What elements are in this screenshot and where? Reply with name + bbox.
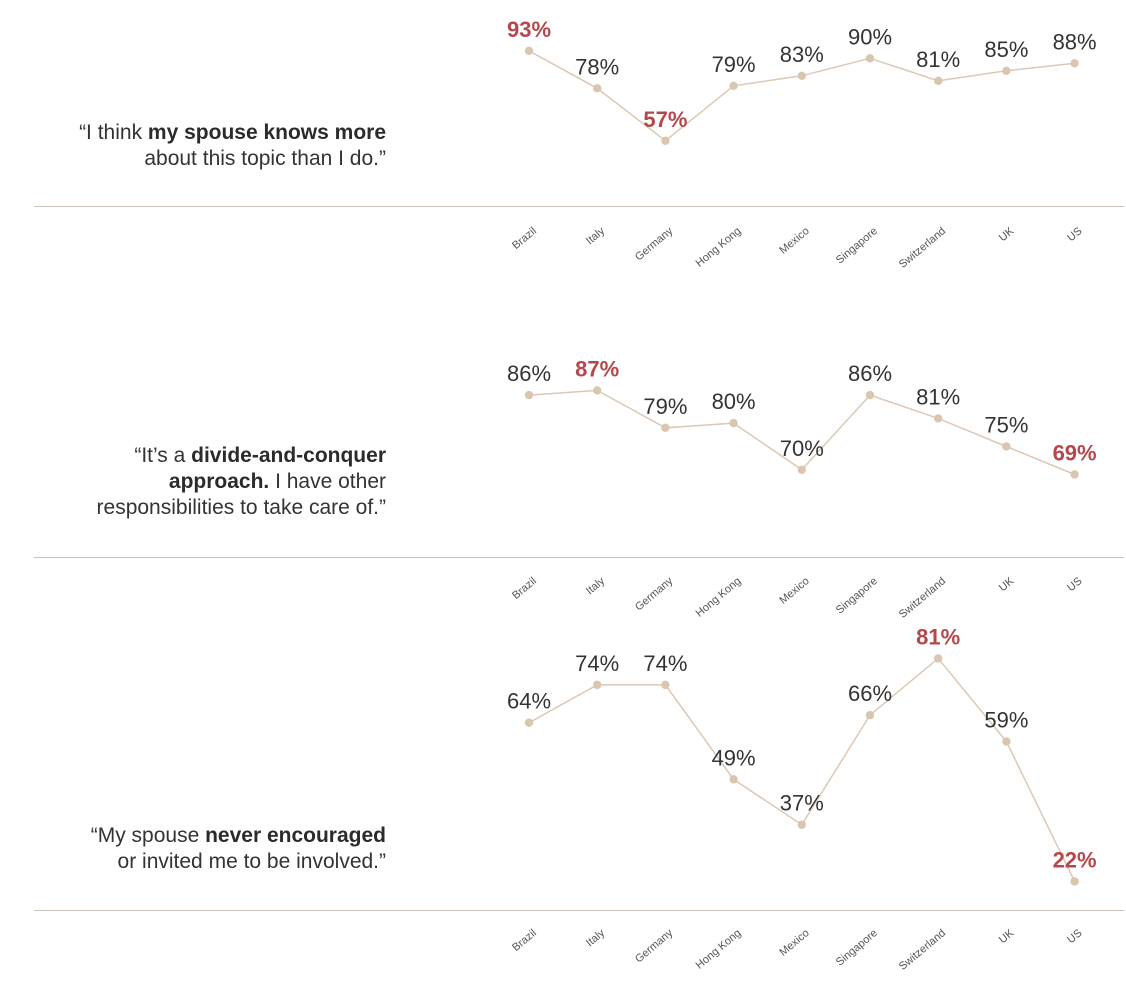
category-label-singapore: Singapore	[834, 927, 880, 968]
data-label-singapore: 66%	[848, 681, 892, 706]
category-label-hong-kong: Hong Kong	[694, 927, 744, 972]
data-label-switzerland: 81%	[916, 384, 960, 409]
data-label-italy: 87%	[575, 356, 619, 381]
data-point-italy	[593, 84, 602, 93]
data-point-uk	[1002, 442, 1011, 451]
divider-1	[34, 206, 1124, 207]
data-label-uk: 85%	[984, 37, 1028, 62]
data-point-mexico	[797, 820, 806, 829]
category-label-italy: Italy	[584, 927, 608, 949]
data-label-switzerland: 81%	[916, 624, 960, 649]
data-point-germany	[661, 680, 670, 690]
data-label-brazil: 64%	[507, 689, 551, 714]
data-label-mexico: 83%	[780, 42, 824, 67]
data-point-brazil	[524, 718, 534, 727]
data-label-germany: 57%	[643, 107, 687, 132]
data-label-uk: 59%	[984, 708, 1028, 733]
data-point-singapore	[865, 390, 875, 400]
data-label-us: 22%	[1053, 847, 1097, 872]
data-label-hong-kong: 79%	[712, 52, 756, 77]
data-point-italy	[593, 680, 602, 690]
data-label-italy: 78%	[575, 54, 619, 79]
data-label-germany: 79%	[643, 394, 687, 419]
category-label-brazil: Brazil	[510, 927, 539, 954]
quote-2: “It’s a divide-and-conquer approach. I h…	[96, 444, 386, 519]
data-label-brazil: 93%	[507, 17, 551, 42]
divider-3	[34, 910, 1124, 911]
data-label-hong-kong: 49%	[712, 745, 756, 770]
data-label-switzerland: 81%	[916, 47, 960, 72]
data-point-italy	[593, 386, 602, 395]
data-point-brazil	[524, 46, 534, 55]
data-point-us	[1070, 470, 1079, 479]
data-point-mexico	[797, 71, 806, 81]
data-point-hong-kong	[729, 81, 738, 91]
data-point-singapore	[865, 54, 875, 63]
data-point-germany	[661, 423, 670, 432]
category-label-uk: UK	[997, 927, 1017, 946]
data-label-singapore: 86%	[848, 361, 892, 386]
data-point-switzerland	[934, 414, 943, 423]
data-point-switzerland	[934, 76, 943, 86]
data-point-mexico	[797, 465, 806, 474]
data-point-uk	[1002, 66, 1011, 76]
data-label-mexico: 70%	[780, 436, 824, 461]
data-point-hong-kong	[729, 418, 738, 428]
data-label-uk: 75%	[984, 412, 1028, 437]
data-label-singapore: 90%	[848, 24, 892, 49]
data-label-mexico: 37%	[780, 791, 824, 816]
chart-panel-1: “I think my spouse knows more about this…	[0, 0, 1126, 300]
quote-3: “My spouse never encouraged or invited m…	[90, 824, 386, 873]
category-label-germany: Germany	[633, 927, 676, 966]
data-label-hong-kong: 80%	[712, 389, 756, 414]
category-label-switzerland: Switzerland	[897, 927, 948, 973]
data-point-hong-kong	[729, 775, 738, 784]
data-label-germany: 74%	[643, 651, 687, 676]
data-point-us	[1070, 877, 1079, 886]
data-point-us	[1070, 59, 1079, 68]
data-point-germany	[661, 136, 670, 145]
data-label-us: 69%	[1053, 440, 1097, 465]
category-label-us: US	[1065, 927, 1084, 946]
data-label-us: 88%	[1053, 29, 1097, 54]
data-point-switzerland	[934, 654, 943, 663]
category-label-mexico: Mexico	[777, 927, 811, 959]
quote-1: “I think my spouse knows more about this…	[79, 121, 386, 170]
data-point-uk	[1002, 737, 1011, 746]
data-label-italy: 74%	[575, 651, 619, 676]
series-line	[528, 657, 1076, 882]
data-point-singapore	[865, 710, 875, 720]
divider-2	[34, 557, 1124, 558]
data-point-brazil	[524, 390, 534, 400]
data-label-brazil: 86%	[507, 361, 551, 386]
